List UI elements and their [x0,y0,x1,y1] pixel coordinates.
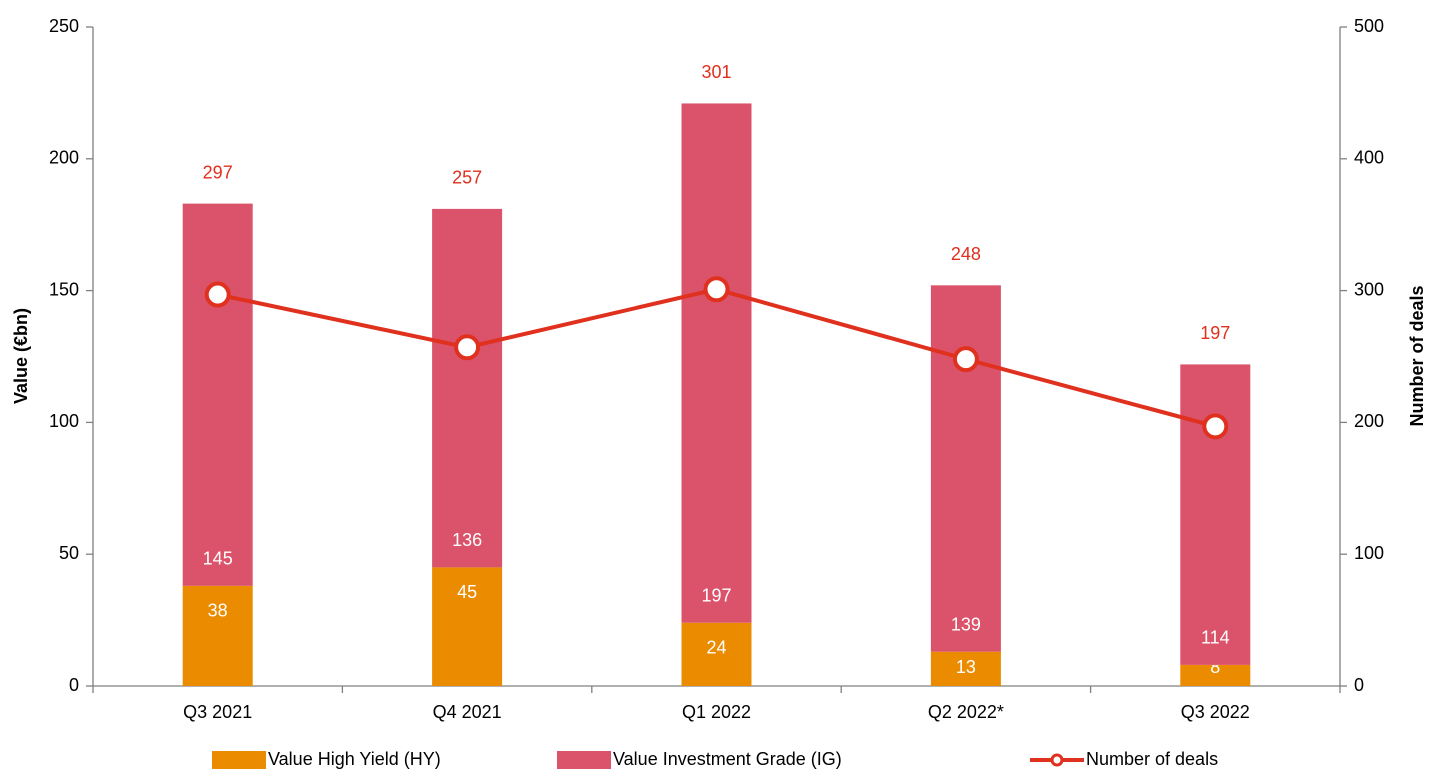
y-tick-label: 0 [69,675,79,695]
bar-value-label: 45 [457,582,477,602]
legend-label: Number of deals [1086,749,1218,769]
deal-count-label: 197 [1200,323,1230,343]
y2-tick-label: 400 [1354,148,1384,168]
bar-value-label: 38 [208,601,228,621]
bar-segment [1180,664,1251,686]
bar-value-label: 197 [701,585,731,605]
legend-label: Value Investment Grade (IG) [613,749,842,769]
bar-value-label: 139 [951,614,981,634]
bar-value-label: 13 [956,657,976,677]
line-marker [1202,413,1229,440]
bar-segment [432,208,503,568]
y-axis-title: Value (€bn) [11,308,31,404]
bar-segment [182,203,253,586]
deal-count-label: 257 [452,168,482,188]
bar-segment [681,103,752,623]
y-tick-label: 100 [49,411,79,431]
line-marker [454,334,481,361]
bar-value-label: 145 [203,549,233,569]
bar-value-label: 24 [706,637,726,657]
bar-segment [930,285,1001,652]
bar-segment [432,567,503,686]
legend-swatch-marker [1050,753,1064,767]
x-tick-label: Q3 2021 [183,702,252,722]
bar-segment [930,651,1001,686]
y-tick-label: 50 [59,543,79,563]
bar-segment [182,585,253,686]
deal-count-label: 297 [203,162,233,182]
bar-value-label: 136 [452,530,482,550]
line-marker [703,276,730,303]
x-tick-label: Q1 2022 [682,702,751,722]
line-marker [204,281,231,308]
bar-value-label: 114 [1201,628,1230,648]
y2-tick-label: 0 [1354,675,1364,695]
y2-tick-label: 500 [1354,16,1384,36]
x-tick-label: Q2 2022* [928,702,1004,722]
y2-tick-label: 100 [1354,543,1384,563]
legend-label: Value High Yield (HY) [268,749,441,769]
legend-swatch [557,751,611,769]
x-tick-label: Q4 2021 [433,702,502,722]
deal-count-label: 301 [701,62,731,82]
line-marker [952,346,979,373]
y2-tick-label: 200 [1354,411,1384,431]
y-tick-label: 200 [49,148,79,168]
deal-count-label: 248 [951,244,981,264]
y2-axis-title: Number of deals [1407,285,1427,426]
y2-tick-label: 300 [1354,279,1384,299]
legend-swatch [212,751,266,769]
bar-value-label: 8 [1210,657,1220,677]
y-tick-label: 150 [49,279,79,299]
x-tick-label: Q3 2022 [1181,702,1250,722]
bar-segment [681,622,752,686]
bar-segment [1180,364,1251,665]
y-tick-label: 250 [49,16,79,36]
